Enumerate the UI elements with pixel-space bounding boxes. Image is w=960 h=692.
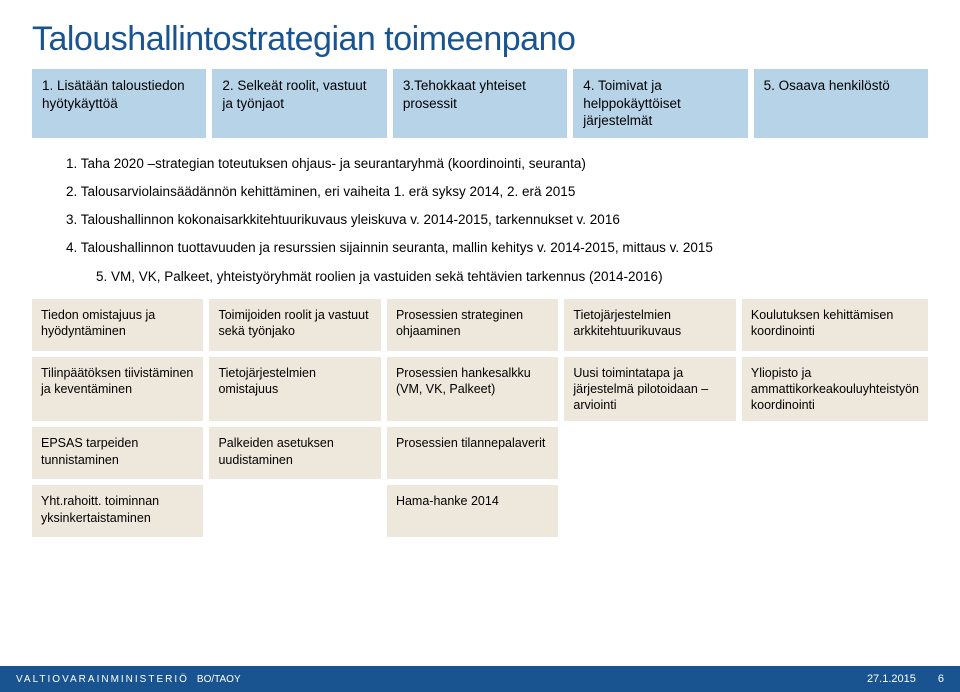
pillar-box: 3.Tehokkaat yhteiset prosessit xyxy=(393,69,567,138)
grid-cell: Koulutuksen kehittämisen koordinointi xyxy=(742,299,928,351)
list-item: 4. Taloushallinnon tuottavuuden ja resur… xyxy=(66,234,928,262)
numbered-list: 1. Taha 2020 –strategian toteutuksen ohj… xyxy=(32,146,928,297)
grid-cell: Prosessien hankesalkku (VM, VK, Palkeet) xyxy=(387,357,558,422)
footer-date: 27.1.2015 xyxy=(867,673,916,685)
list-item: 5. VM, VK, Palkeet, yhteistyöryhmät rool… xyxy=(66,263,928,291)
grid-cell: Uusi toimintatapa ja järjestelmä pilotoi… xyxy=(564,357,735,422)
list-item: 2. Talousarviolainsäädännön kehittäminen… xyxy=(66,178,928,206)
grid-cell: Prosessien tilannepalaverit xyxy=(387,427,558,479)
pillar-box: 4. Toimivat ja helppokäyttöiset järjeste… xyxy=(573,69,747,138)
grid-cell-empty xyxy=(742,485,928,537)
grid-cell-empty xyxy=(209,485,380,537)
pillar-box: 2. Selkeät roolit, vastuut ja työnjaot xyxy=(212,69,386,138)
list-item: 1. Taha 2020 –strategian toteutuksen ohj… xyxy=(66,150,928,178)
footer-department: BO/TAOY xyxy=(197,674,241,685)
page-title: Taloushallintostrategian toimeenpano xyxy=(32,20,928,59)
grid-cell: Tietojärjestelmien omistajuus xyxy=(209,357,380,422)
grid-cell: Hama-hanke 2014 xyxy=(387,485,558,537)
footer-page-number: 6 xyxy=(938,673,944,685)
grid-cell-empty xyxy=(742,427,928,479)
detail-grid: Tiedon omistajuus ja hyödyntäminen Toimi… xyxy=(32,299,928,538)
footer-ministry: VALTIOVARAINMINISTERIÖ xyxy=(16,674,189,685)
grid-cell: EPSAS tarpeiden tunnistaminen xyxy=(32,427,203,479)
grid-cell: Tiedon omistajuus ja hyödyntäminen xyxy=(32,299,203,351)
slide-content: Taloushallintostrategian toimeenpano 1. … xyxy=(0,0,960,537)
grid-cell-empty xyxy=(564,485,735,537)
top-pillars-row: 1. Lisätään taloustiedon hyötykäyttöä 2.… xyxy=(32,69,928,138)
grid-cell: Tilinpäätöksen tiivistäminen ja keventäm… xyxy=(32,357,203,422)
grid-cell: Toimijoiden roolit ja vastuut sekä työnj… xyxy=(209,299,380,351)
pillar-box: 5. Osaava henkilöstö xyxy=(754,69,928,138)
pillar-box: 1. Lisätään taloustiedon hyötykäyttöä xyxy=(32,69,206,138)
slide-footer: VALTIOVARAINMINISTERIÖ BO/TAOY 27.1.2015… xyxy=(0,666,960,692)
list-item: 3. Taloushallinnon kokonaisarkkitehtuuri… xyxy=(66,206,928,234)
grid-cell: Prosessien strateginen ohjaaminen xyxy=(387,299,558,351)
grid-cell-empty xyxy=(564,427,735,479)
grid-cell: Yht.rahoitt. toiminnan yksinkertaistamin… xyxy=(32,485,203,537)
grid-cell: Palkeiden asetuksen uudistaminen xyxy=(209,427,380,479)
grid-cell: Tietojärjestelmien arkkitehtuurikuvaus xyxy=(564,299,735,351)
grid-cell: Yliopisto ja ammattikorkeakouluyhteistyö… xyxy=(742,357,928,422)
